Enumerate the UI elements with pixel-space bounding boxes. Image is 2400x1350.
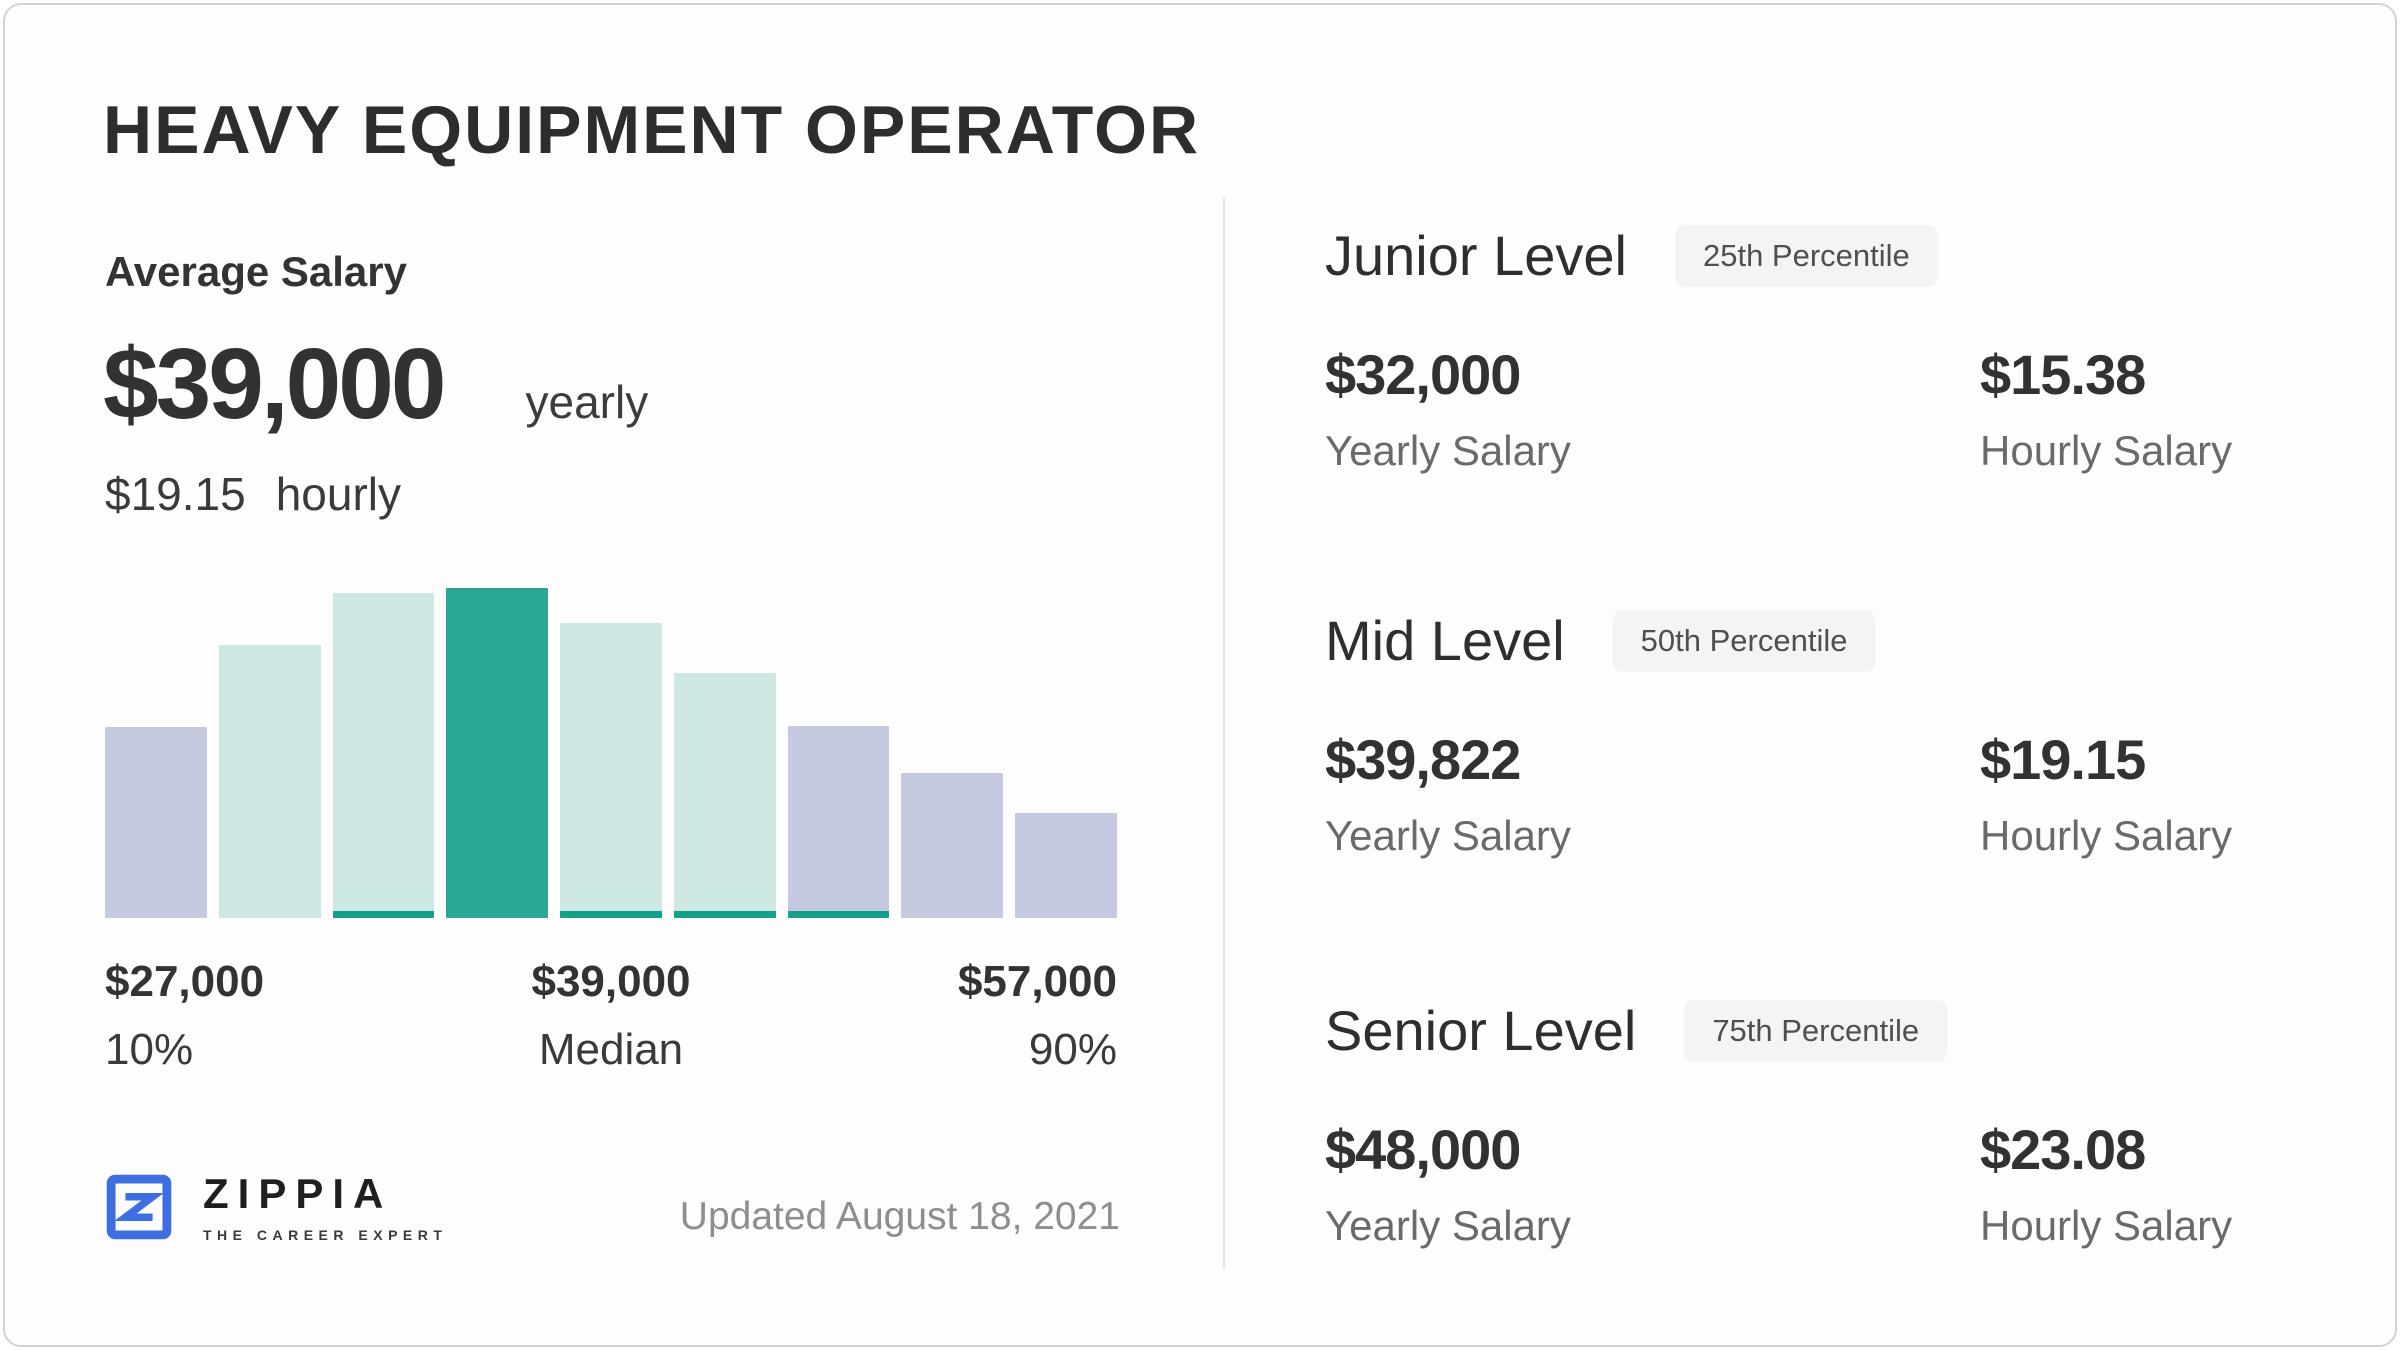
updated-date: Updated August 18, 2021 xyxy=(679,1195,1120,1238)
level-senior-yearly-label: Yearly Salary xyxy=(1325,1202,1571,1249)
histogram-bar xyxy=(1015,813,1118,918)
average-yearly-unit: yearly xyxy=(525,376,649,428)
histogram-bar xyxy=(105,727,207,918)
card-surface: HEAVY EQUIPMENT OPERATOR Average Salary … xyxy=(3,3,2397,1347)
level-senior-yearly-value: $48,000 xyxy=(1325,1118,1521,1181)
level-mid-yearly-value: $39,822 xyxy=(1325,728,1521,791)
level-block-senior: Senior Level 75th Percentile $48,000 Yea… xyxy=(1325,998,2315,1250)
histogram-bar xyxy=(673,673,776,918)
level-junior-yearly: $32,000 Yearly Salary xyxy=(1325,342,1980,475)
zippia-brand-name: ZIPPIA xyxy=(203,1170,393,1217)
axis-p10-label: 10% xyxy=(105,1025,194,1074)
average-hourly-value: $19.15 xyxy=(105,468,246,520)
axis-label-p10: $27,000 10% xyxy=(105,957,264,1075)
level-junior-values: $32,000 Yearly Salary $15.38 Hourly Sala… xyxy=(1325,342,2315,475)
histogram-bar xyxy=(332,593,435,918)
salary-histogram xyxy=(105,588,1118,918)
level-senior-name: Senior Level xyxy=(1325,999,1637,1062)
level-senior-header: Senior Level 75th Percentile xyxy=(1325,998,2315,1063)
histogram-bar xyxy=(901,773,1004,918)
level-junior-yearly-value: $32,000 xyxy=(1325,343,1521,406)
level-senior-values: $48,000 Yearly Salary $23.08 Hourly Sala… xyxy=(1325,1117,2315,1250)
axis-p90-value: $57,000 xyxy=(957,957,1117,1006)
level-senior-hourly-label: Hourly Salary xyxy=(1980,1202,2233,1249)
page-title: HEAVY EQUIPMENT OPERATOR xyxy=(103,92,1201,168)
average-yearly-row: $39,000 yearly xyxy=(103,327,648,442)
average-salary-heading: Average Salary xyxy=(105,248,407,295)
zippia-logo: ZIPPIA THE CAREER EXPERT xyxy=(105,1170,447,1243)
average-hourly-row: $19.15 hourly xyxy=(105,467,401,521)
axis-median-label: Median xyxy=(538,1025,684,1074)
level-junior-hourly-label: Hourly Salary xyxy=(1980,427,2233,474)
axis-label-p90: $57,000 90% xyxy=(958,957,1117,1075)
level-block-junior: Junior Level 25th Percentile $32,000 Yea… xyxy=(1325,223,2315,475)
level-block-mid: Mid Level 50th Percentile $39,822 Yearly… xyxy=(1325,608,2315,860)
histogram-axis-labels: $27,000 10% $39,000 Median $57,000 90% xyxy=(105,957,1117,1075)
level-senior-hourly: $23.08 Hourly Salary xyxy=(1980,1117,2232,1250)
zippia-logo-text: ZIPPIA THE CAREER EXPERT xyxy=(203,1170,447,1243)
level-mid-percentile-badge: 50th Percentile xyxy=(1612,609,1876,672)
average-yearly-value: $39,000 xyxy=(103,328,446,440)
axis-label-median: $39,000 Median xyxy=(531,957,690,1075)
level-mid-hourly-label: Hourly Salary xyxy=(1980,812,2233,859)
level-junior-name: Junior Level xyxy=(1325,224,1627,287)
zippia-z-icon xyxy=(106,1174,172,1239)
level-junior-yearly-label: Yearly Salary xyxy=(1325,427,1571,474)
vertical-divider xyxy=(1223,197,1225,1269)
level-mid-name: Mid Level xyxy=(1325,609,1565,672)
level-mid-header: Mid Level 50th Percentile xyxy=(1325,608,2315,673)
zippia-brand-tagline: THE CAREER EXPERT xyxy=(203,1227,448,1243)
axis-p90-label: 90% xyxy=(1028,1025,1117,1074)
level-mid-hourly: $19.15 Hourly Salary xyxy=(1980,727,2232,860)
histogram-bar xyxy=(446,588,549,918)
level-junior-header: Junior Level 25th Percentile xyxy=(1325,223,2315,288)
level-junior-percentile-badge: 25th Percentile xyxy=(1674,224,1938,287)
histogram-bar xyxy=(560,623,662,918)
histogram-bar xyxy=(218,645,321,918)
axis-median-value: $39,000 xyxy=(531,957,691,1006)
average-hourly-unit: hourly xyxy=(275,468,401,520)
level-junior-hourly: $15.38 Hourly Salary xyxy=(1980,342,2232,475)
level-mid-values: $39,822 Yearly Salary $19.15 Hourly Sala… xyxy=(1325,727,2315,860)
level-senior-percentile-badge: 75th Percentile xyxy=(1684,999,1948,1062)
level-mid-yearly: $39,822 Yearly Salary xyxy=(1325,727,1980,860)
level-mid-yearly-label: Yearly Salary xyxy=(1325,812,1571,859)
level-senior-hourly-value: $23.08 xyxy=(1980,1118,2146,1181)
axis-p10-value: $27,000 xyxy=(105,957,265,1006)
level-mid-hourly-value: $19.15 xyxy=(1980,728,2146,791)
histogram-bar xyxy=(787,726,890,918)
level-junior-hourly-value: $15.38 xyxy=(1980,343,2146,406)
level-senior-yearly: $48,000 Yearly Salary xyxy=(1325,1117,1980,1250)
